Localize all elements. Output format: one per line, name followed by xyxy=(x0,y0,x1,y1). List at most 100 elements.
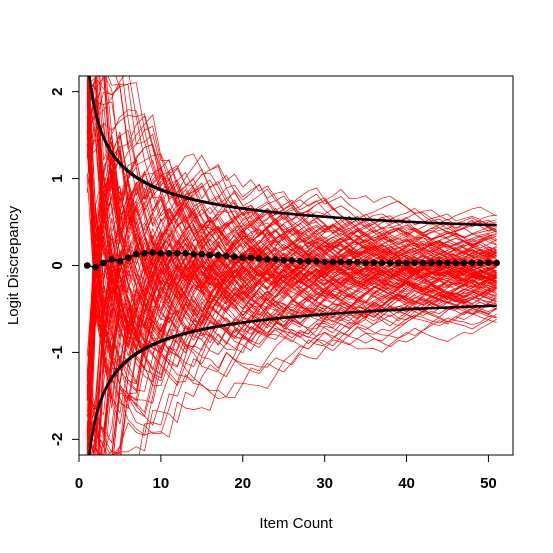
mean-point xyxy=(476,259,484,267)
simulated-path xyxy=(87,76,497,409)
simulated-path xyxy=(88,243,497,455)
x-tick-label: 50 xyxy=(480,475,497,492)
simulated-path xyxy=(88,218,497,455)
mean-point xyxy=(370,259,378,267)
mean-point xyxy=(321,258,328,266)
mean-point xyxy=(345,258,353,266)
simulated-path xyxy=(122,76,497,256)
mean-point xyxy=(378,259,386,267)
simulated-path xyxy=(107,76,497,282)
simulated-path xyxy=(86,130,497,395)
simulated-path xyxy=(87,76,497,352)
mean-point xyxy=(239,254,247,261)
mean-point xyxy=(444,259,451,267)
mean-point xyxy=(395,259,402,267)
mean-point xyxy=(460,259,468,267)
mean-point xyxy=(133,250,140,258)
mean-point xyxy=(255,255,263,262)
mean-point xyxy=(436,259,443,267)
mean-point xyxy=(116,257,124,265)
mean-point xyxy=(83,262,91,269)
mean-point xyxy=(296,257,304,265)
simulated-path xyxy=(87,84,497,233)
simulated-path xyxy=(86,295,497,431)
simulated-path xyxy=(95,76,497,291)
simulated-path xyxy=(86,277,497,444)
simulated-path xyxy=(98,76,497,281)
mean-point xyxy=(329,258,337,266)
x-tick-label: 20 xyxy=(234,475,251,492)
mean-point xyxy=(264,256,271,263)
simulated-path xyxy=(99,238,497,455)
mean-point xyxy=(206,251,214,259)
simulated-path xyxy=(87,262,497,455)
simulated-path xyxy=(87,213,497,429)
mean-point xyxy=(452,259,459,267)
simulated-path xyxy=(86,76,497,237)
mean-point xyxy=(247,254,255,261)
mean-point xyxy=(272,256,279,263)
y-tick-label: 2 xyxy=(49,87,66,95)
mean-point xyxy=(354,258,361,266)
mean-point xyxy=(468,259,476,267)
simulated-path xyxy=(86,172,497,380)
simulated-path xyxy=(105,255,497,455)
x-axis-title: Item Count xyxy=(259,515,333,532)
simulated-path xyxy=(86,76,497,305)
mean-point xyxy=(124,254,132,261)
upper-envelope xyxy=(88,76,497,227)
envelope-curves xyxy=(88,76,497,455)
y-axis: -2 -1 0 1 2 xyxy=(49,87,79,446)
mean-point xyxy=(419,259,427,267)
mean-point xyxy=(280,256,288,264)
simulated-path xyxy=(86,262,497,455)
mean-point xyxy=(403,259,410,267)
simulated-path xyxy=(88,76,497,297)
mean-point xyxy=(362,259,369,267)
simulated-path xyxy=(87,233,497,449)
mean-point xyxy=(493,259,500,267)
y-tick-label: 0 xyxy=(49,261,66,269)
mean-point xyxy=(313,257,320,265)
mean-point xyxy=(157,250,165,257)
y-tick-label: -2 xyxy=(49,433,66,446)
upper-envelope xyxy=(88,76,497,227)
lower-envelope xyxy=(88,304,497,455)
y-tick-label: 1 xyxy=(49,174,66,182)
x-tick-label: 30 xyxy=(316,475,333,492)
lower-envelope xyxy=(89,306,497,455)
simulated-path xyxy=(86,265,497,437)
simulated-path xyxy=(113,296,497,455)
simulated-path xyxy=(86,123,497,243)
simulated-path xyxy=(98,277,497,455)
x-tick-label: 40 xyxy=(398,475,415,492)
simulated-path xyxy=(86,77,497,307)
mean-point xyxy=(141,250,148,257)
simulated-path xyxy=(86,226,497,373)
mean-point xyxy=(165,250,173,257)
x-axis: 0 10 20 30 40 50 xyxy=(75,455,497,492)
simulated-path xyxy=(113,311,497,455)
mean-point xyxy=(182,250,189,257)
mean-point xyxy=(190,250,197,258)
simulated-path xyxy=(116,237,497,455)
simulated-path xyxy=(86,232,497,395)
simulated-path xyxy=(86,105,497,328)
mean-point xyxy=(411,259,419,267)
simulated-path xyxy=(97,236,497,455)
simulated-path xyxy=(88,76,497,281)
upper-envelope xyxy=(89,76,497,225)
mean-point xyxy=(337,258,345,266)
mean-point xyxy=(427,259,435,267)
mean-point xyxy=(304,257,312,265)
mean-series xyxy=(83,249,500,271)
simulated-path xyxy=(86,253,497,455)
simulated-path xyxy=(86,84,497,290)
simulated-path xyxy=(86,78,497,354)
x-tick-label: 10 xyxy=(153,475,170,492)
simulated-path xyxy=(103,286,497,455)
mean-point xyxy=(173,250,181,257)
simulated-path xyxy=(86,240,497,455)
mean-point xyxy=(231,253,238,261)
